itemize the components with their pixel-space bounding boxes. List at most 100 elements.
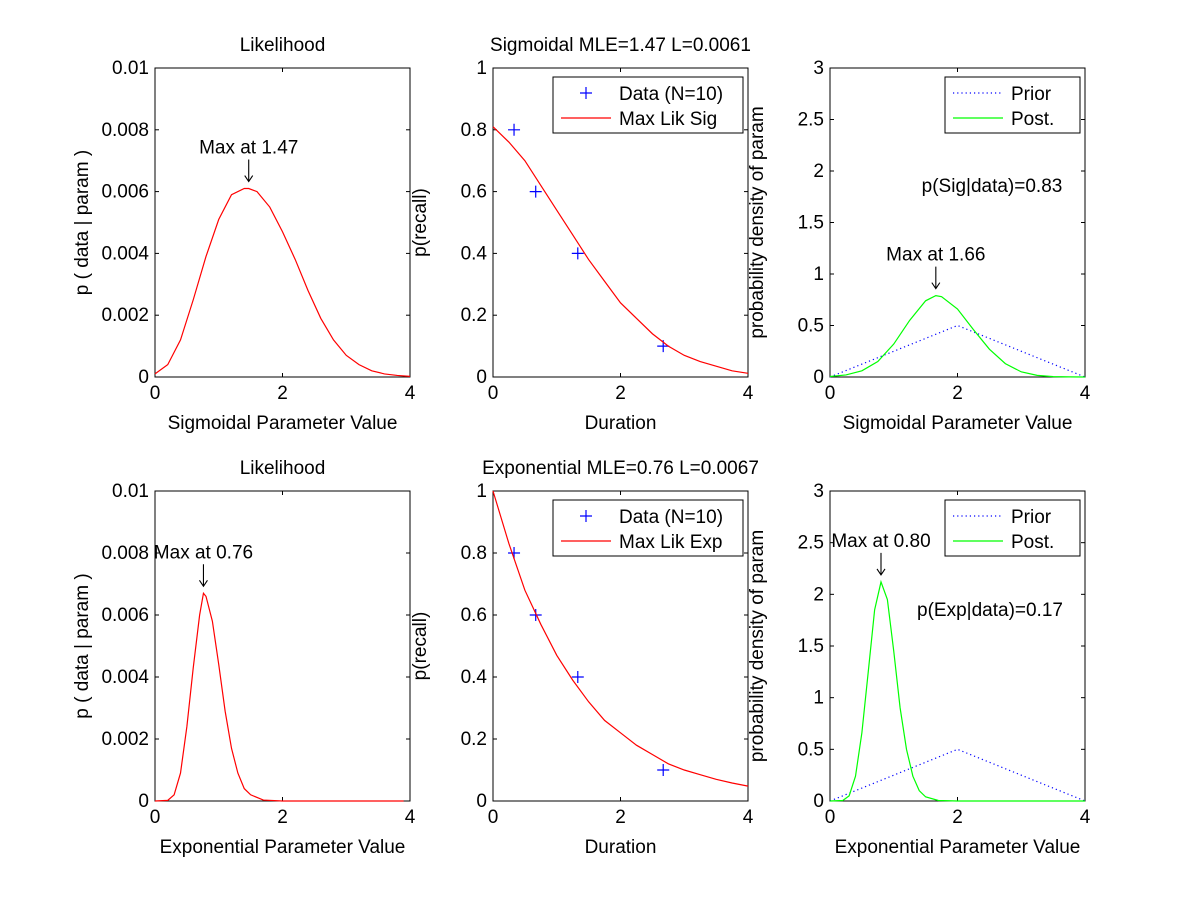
x-tick-label: 4	[743, 383, 754, 404]
y-tick-label: 0.002	[101, 305, 149, 326]
y-tick-label: 0.6	[461, 182, 487, 203]
x-axis-label: Sigmoidal Parameter Value	[843, 413, 1073, 434]
chart-panel-1: 0 2 4 0 0.002 0.004 0.006 0.008 0.01 Likelihood Si…	[72, 35, 416, 434]
y-tick-label: 0.6	[461, 605, 487, 626]
y-tick-label: 0	[813, 367, 824, 388]
x-tick-label: 4	[405, 383, 416, 404]
x-tick-label: 0	[488, 383, 499, 404]
x-axis-label: Exponential Parameter Value	[835, 837, 1081, 858]
y-tick-label: 0	[476, 367, 487, 388]
x-tick-label: 2	[952, 807, 963, 828]
annotation-arrow	[876, 552, 886, 576]
data-point-marker	[529, 185, 542, 198]
x-tick-label: 0	[488, 807, 499, 828]
legend: Prior Post.	[944, 499, 1081, 557]
y-tick-label: 3	[813, 58, 824, 79]
y-axis-label: p(recall)	[410, 612, 431, 681]
chart-panel-3: 0 2 4 0 0.5 1 1.5 2 2.5 3 Sigmoidal Parameter Valu…	[747, 58, 1091, 434]
x-tick-label: 2	[615, 383, 626, 404]
y-tick-label: 0.008	[101, 543, 149, 564]
y-axis-label: probability density of param	[747, 530, 768, 762]
data-point-marker	[529, 609, 542, 621]
y-tick-label: 0	[813, 791, 824, 812]
data-point-marker	[571, 671, 584, 683]
x-tick-label: 2	[952, 383, 963, 404]
x-tick-label: 4	[405, 807, 416, 828]
series-line-max-lik-sig	[492, 126, 749, 374]
y-tick-label: 1	[813, 688, 824, 709]
y-tick-label: 1	[476, 58, 487, 79]
annotation-label: Max at 1.47	[199, 138, 298, 159]
x-tick-label: 2	[615, 807, 626, 828]
plot-area	[154, 490, 411, 802]
legend-box	[552, 499, 744, 557]
y-tick-label: 2	[813, 161, 824, 182]
legend: Data (N=10) Max Lik Exp	[552, 499, 744, 557]
data-point-marker	[657, 764, 670, 776]
chart-title: Sigmoidal MLE=1.47 L=0.0061	[490, 35, 751, 56]
annotation-arrow	[198, 564, 208, 588]
x-axis-label: Duration	[585, 413, 657, 434]
annotation-label: Max at 0.76	[154, 542, 253, 563]
annotation-label: Max at 0.80	[831, 531, 930, 552]
y-tick-label: 1	[476, 481, 487, 502]
legend-box	[944, 76, 1081, 134]
annotation-label: Max at 1.66	[886, 245, 985, 266]
y-tick-label: 0.4	[461, 667, 488, 688]
x-tick-label: 0	[150, 383, 161, 404]
legend-box	[944, 499, 1081, 557]
legend-label: Post.	[1011, 109, 1054, 130]
y-tick-label: 0.006	[101, 182, 149, 203]
y-tick-label: 0.002	[101, 729, 149, 750]
x-tick-label: 4	[743, 807, 754, 828]
y-tick-label: 1.5	[798, 213, 824, 234]
series-line-max-lik-exp	[492, 490, 749, 787]
chart-panel-6: 0 2 4 0 0.5 1 1.5 2 2.5 3 Exponential Parameter Va…	[747, 481, 1091, 858]
legend-label: Prior	[1011, 507, 1052, 528]
x-tick-label: 0	[150, 807, 161, 828]
legend-marker	[580, 87, 592, 99]
legend-box	[552, 76, 744, 134]
chart-title: Likelihood	[240, 458, 326, 479]
annotation-text: p(Exp|data)=0.17	[917, 600, 1063, 621]
y-axis-label: p ( data | param )	[72, 150, 93, 295]
plot-area	[154, 67, 411, 378]
x-tick-label: 2	[277, 383, 288, 404]
y-tick-label: 0	[138, 791, 149, 812]
legend-marker	[580, 510, 592, 522]
series-line-curve	[154, 591, 404, 802]
y-tick-label: 0.5	[798, 316, 824, 337]
y-tick-label: 0.8	[461, 120, 487, 141]
legend-label: Data (N=10)	[619, 507, 723, 528]
x-axis-label: Sigmoidal Parameter Value	[168, 413, 398, 434]
legend-label: Prior	[1011, 84, 1052, 105]
series-line-post	[829, 579, 1085, 802]
annotation-arrow	[931, 266, 941, 290]
y-axis-label: p(recall)	[410, 188, 431, 257]
chart-panel-4: 0 2 4 0 0.002 0.004 0.006 0.008 0.01 Likelihood Ex…	[72, 458, 416, 858]
legend-label: Data (N=10)	[619, 84, 723, 105]
x-tick-label: 0	[825, 807, 836, 828]
y-tick-label: 1	[813, 264, 824, 285]
legend-label: Max Lik Exp	[619, 532, 722, 553]
y-tick-label: 0.004	[101, 667, 149, 688]
chart-title: Likelihood	[240, 35, 326, 56]
annotation-arrow	[244, 159, 254, 183]
y-axis-label: p ( data | param )	[72, 573, 93, 718]
y-tick-label: 0	[476, 791, 487, 812]
y-tick-label: 0.2	[461, 305, 487, 326]
y-tick-label: 0.01	[112, 58, 149, 79]
y-tick-label: 0.8	[461, 543, 487, 564]
x-tick-label: 4	[1080, 383, 1091, 404]
x-tick-label: 2	[277, 807, 288, 828]
x-axis-label: Exponential Parameter Value	[160, 837, 406, 858]
y-tick-label: 2.5	[798, 110, 824, 131]
series-line-curve	[154, 187, 411, 377]
legend-label: Post.	[1011, 532, 1054, 553]
legend: Data (N=10) Max Lik Sig	[552, 76, 744, 134]
y-tick-label: 3	[813, 481, 824, 502]
y-tick-label: 0.4	[461, 243, 488, 264]
